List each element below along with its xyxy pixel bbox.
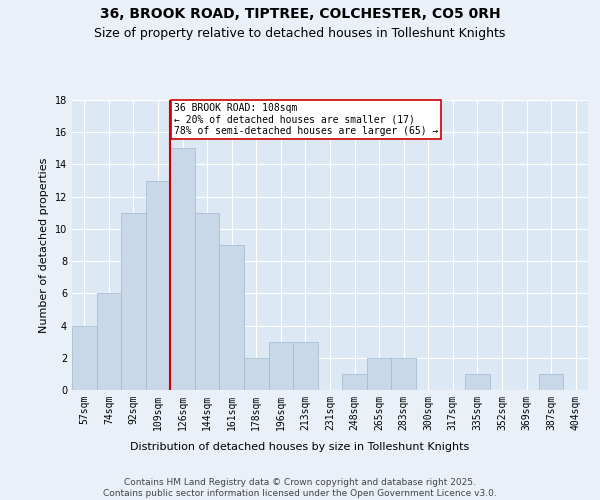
Bar	[293, 342, 318, 390]
Text: Size of property relative to detached houses in Tolleshunt Knights: Size of property relative to detached ho…	[94, 28, 506, 40]
Bar	[391, 358, 416, 390]
Y-axis label: Number of detached properties: Number of detached properties	[39, 158, 49, 332]
Bar	[220, 245, 244, 390]
Bar	[269, 342, 293, 390]
Bar	[342, 374, 367, 390]
Text: Distribution of detached houses by size in Tolleshunt Knights: Distribution of detached houses by size …	[130, 442, 470, 452]
Bar	[121, 213, 146, 390]
Text: 36 BROOK ROAD: 108sqm
← 20% of detached houses are smaller (17)
78% of semi-deta: 36 BROOK ROAD: 108sqm ← 20% of detached …	[174, 103, 439, 136]
Bar	[72, 326, 97, 390]
Bar	[170, 148, 195, 390]
Bar	[465, 374, 490, 390]
Bar	[244, 358, 269, 390]
Bar	[195, 213, 220, 390]
Bar	[367, 358, 391, 390]
Text: Contains HM Land Registry data © Crown copyright and database right 2025.
Contai: Contains HM Land Registry data © Crown c…	[103, 478, 497, 498]
Bar	[97, 294, 121, 390]
Bar	[146, 180, 170, 390]
Bar	[539, 374, 563, 390]
Text: 36, BROOK ROAD, TIPTREE, COLCHESTER, CO5 0RH: 36, BROOK ROAD, TIPTREE, COLCHESTER, CO5…	[100, 8, 500, 22]
